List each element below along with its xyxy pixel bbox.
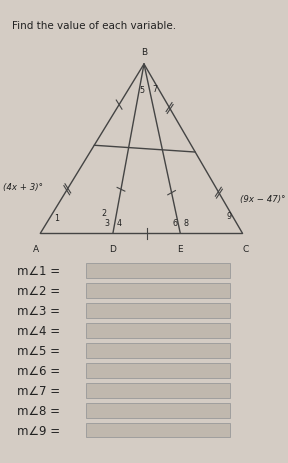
Text: m∠7 =: m∠7 = xyxy=(17,384,60,397)
Text: D: D xyxy=(109,244,116,253)
Text: B: B xyxy=(141,48,147,56)
FancyBboxPatch shape xyxy=(86,323,230,338)
Text: 6: 6 xyxy=(172,219,177,227)
Text: m∠8 =: m∠8 = xyxy=(17,404,60,417)
Text: E: E xyxy=(177,244,183,253)
Text: 4: 4 xyxy=(116,219,121,227)
FancyBboxPatch shape xyxy=(86,263,230,278)
Text: m∠5 =: m∠5 = xyxy=(17,344,60,357)
Text: m∠1 =: m∠1 = xyxy=(17,264,60,277)
Text: m∠4 =: m∠4 = xyxy=(17,324,60,337)
Text: Find the value of each variable.: Find the value of each variable. xyxy=(12,21,176,31)
Text: m∠2 =: m∠2 = xyxy=(17,284,60,297)
Text: 7: 7 xyxy=(152,85,158,94)
Text: m∠9 =: m∠9 = xyxy=(17,424,60,437)
Text: 8: 8 xyxy=(183,219,189,227)
Text: 5: 5 xyxy=(139,86,144,94)
Text: 9: 9 xyxy=(227,212,232,221)
FancyBboxPatch shape xyxy=(86,303,230,318)
FancyBboxPatch shape xyxy=(86,343,230,358)
Text: C: C xyxy=(242,244,249,253)
FancyBboxPatch shape xyxy=(86,383,230,398)
FancyBboxPatch shape xyxy=(86,423,230,438)
FancyBboxPatch shape xyxy=(86,363,230,378)
FancyBboxPatch shape xyxy=(86,283,230,298)
Text: m∠3 =: m∠3 = xyxy=(17,304,60,317)
Text: (9x − 47)°: (9x − 47)° xyxy=(240,194,285,204)
Text: 1: 1 xyxy=(54,214,59,223)
Text: A: A xyxy=(33,244,39,253)
Text: (4x + 3)°: (4x + 3)° xyxy=(3,183,43,192)
Text: 3: 3 xyxy=(105,219,110,227)
Text: m∠6 =: m∠6 = xyxy=(17,364,60,377)
FancyBboxPatch shape xyxy=(86,403,230,418)
Text: 2: 2 xyxy=(101,208,106,217)
